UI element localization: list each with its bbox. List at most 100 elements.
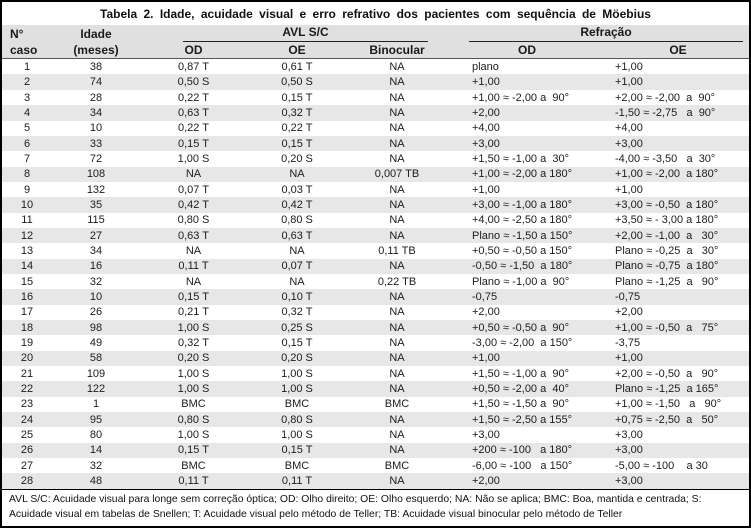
header-idade-line1: Idade xyxy=(52,25,140,42)
cell-idade: 108 xyxy=(52,166,140,182)
cell-caso: 19 xyxy=(20,337,34,349)
cell-caso: 5 xyxy=(23,122,31,135)
cell-idade: 32 xyxy=(89,459,103,472)
cell-caso: 3 xyxy=(23,91,31,104)
cell-avl_od: 0,42 T xyxy=(140,197,247,213)
cell-caso: 22 xyxy=(2,381,52,397)
table-header: N° Idade AVL S/C Refração caso (meses) O… xyxy=(2,25,749,59)
cell-avl_oe: 0,61 T xyxy=(281,60,313,73)
cell-caso: 10 xyxy=(2,197,52,213)
cell-refr_oe: Plano ≈ -0,25 a 30° xyxy=(615,244,719,257)
cell-caso: 23 xyxy=(20,398,34,411)
cell-refr_oe: +1,00 ≈ -1,50 a 90° xyxy=(615,398,722,411)
cell-binocular: NA xyxy=(389,183,405,196)
cell-avl_od: 0,11 T xyxy=(140,473,247,489)
table-row: 22 122 1,00 S 1,00 S NA +0,50 ≈ -2,00 a 40° Pl… xyxy=(2,381,749,397)
cell-binocular: NA xyxy=(347,473,447,489)
cell-binocular: NA xyxy=(389,337,405,349)
table-row: 1 38 0,87 T 0,61 T NA plano +1,00 xyxy=(2,59,749,75)
cell-avl_oe: 0,11 T xyxy=(247,473,347,489)
cell-binocular: NA xyxy=(347,227,447,244)
cell-idade: 32 xyxy=(89,275,103,288)
cell-idade: 34 xyxy=(89,244,103,257)
cell-idade: 33 xyxy=(52,135,140,152)
table-row: 21 109 1,00 S 1,00 S NA +1,50 ≈ -1,00 a 90° +2… xyxy=(2,366,749,381)
cell-avl_od: 0,20 S xyxy=(140,350,247,367)
cell-refr_oe: +1,00 xyxy=(615,183,643,196)
cell-refr_od: -3,00 ≈ -2,00 a 150° xyxy=(472,337,573,349)
cell-refr_oe: -4,00 ≈ -3,50 a 30° xyxy=(615,152,716,165)
cell-avl_od: 0,63 T xyxy=(140,227,247,244)
cell-caso: 7 xyxy=(23,152,31,165)
cell-idade: 48 xyxy=(52,473,140,489)
cell-refr_oe: Plano ≈ -1,25 a 90° xyxy=(615,275,719,288)
cell-refr_od: -0,75 xyxy=(447,289,607,305)
cell-avl_oe: NA xyxy=(289,244,305,257)
cell-idade: 26 xyxy=(89,306,103,319)
cell-refr_od: plano xyxy=(472,60,499,73)
cell-avl_oe: NA xyxy=(247,166,347,182)
cell-refr_oe: -5,00 ≈ -100 a 30 xyxy=(615,459,708,472)
table-row: 12 27 0,63 T 0,63 T NA Plano ≈ -1,50 a 150° +2… xyxy=(2,227,749,244)
table-row: 3 28 0,22 T 0,15 T NA +1,00 ≈ -2,00 a 90° +2,0… xyxy=(2,90,749,105)
cell-idade: 80 xyxy=(89,429,103,442)
cell-idade: 95 xyxy=(52,412,140,428)
table-row: 6 33 0,15 T 0,15 T NA +3,00 +3,00 xyxy=(2,135,749,152)
cell-refr_od: +3,00 xyxy=(447,135,607,152)
cell-binocular: 0,11 TB xyxy=(378,244,416,257)
cell-caso: 12 xyxy=(2,227,52,244)
table-row: 27 32 BMC BMC BMC -6,00 ≈ -100 a 150° -5,00 ≈ … xyxy=(2,458,749,473)
cell-avl_od: NA xyxy=(185,275,202,288)
cell-caso: 16 xyxy=(2,289,52,305)
cell-refr_oe: Plano ≈ -0,75 a 180° xyxy=(607,258,749,274)
cell-avl_oe: 0,07 T xyxy=(247,258,347,274)
table-row: 5 10 0,22 T 0,22 T NA +4,00 +4,00 xyxy=(2,121,749,136)
table-row: 15 32 NA NA 0,22 TB Plano ≈ -1,00 a 90° Plano … xyxy=(2,274,749,289)
cell-avl_od: 0,21 T xyxy=(178,306,209,319)
cell-idade: 98 xyxy=(52,319,140,336)
cell-avl_oe: 0,63 T xyxy=(247,227,347,244)
cell-caso: 17 xyxy=(20,306,34,319)
cell-refr_od: +1,00 ≈ -2,00 a 90° xyxy=(472,91,569,104)
header-avl-oe: OE xyxy=(247,42,347,59)
cell-caso: 28 xyxy=(2,473,52,489)
cell-binocular: 0,007 TB xyxy=(347,166,447,182)
cell-idade: 16 xyxy=(52,258,140,274)
header-refr-od: OD xyxy=(447,42,607,59)
cell-refr_od: +1,50 ≈ -2,50 a 155° xyxy=(447,412,607,428)
header-group-refracao: Refração xyxy=(447,25,749,42)
cell-idade: 1 xyxy=(92,398,100,411)
cell-avl_oe: BMC xyxy=(284,398,310,411)
cell-binocular: NA xyxy=(347,74,447,90)
cell-refr_od: +0,50 ≈ -0,50 a 90° xyxy=(447,319,607,336)
cell-caso: 18 xyxy=(2,319,52,336)
cell-avl_oe: 0,25 S xyxy=(247,319,347,336)
header-group-avl: AVL S/C xyxy=(140,25,447,42)
cell-refr_od: +2,00 xyxy=(447,473,607,489)
cell-refr_oe: +1,00 xyxy=(607,350,749,367)
cell-idade: 27 xyxy=(52,227,140,244)
table-row: 2 74 0,50 S 0,50 S NA +1,00 +1,00 xyxy=(2,74,749,90)
cell-refr_od: +4,00 xyxy=(472,122,500,135)
cell-refr_oe: +3,00 xyxy=(607,473,749,489)
cell-binocular: NA xyxy=(347,350,447,367)
cell-refr_od: +0,50 ≈ -0,50 a 150° xyxy=(472,244,573,257)
cell-caso: 9 xyxy=(23,183,31,196)
cell-refr_od: +0,50 ≈ -2,00 a 40° xyxy=(447,381,607,397)
cell-binocular: NA xyxy=(389,306,405,319)
cell-refr_oe: +3,00 ≈ -0,50 a 180° xyxy=(607,197,749,213)
cell-refr_oe: +4,00 xyxy=(615,122,643,135)
cell-caso: 27 xyxy=(20,459,34,472)
cell-refr_oe: +0,75 ≈ -2,50 a 50° xyxy=(607,412,749,428)
cell-avl_oe: 0,80 S xyxy=(281,214,313,227)
cell-caso: 15 xyxy=(20,275,34,288)
cell-avl_oe: 1,00 S xyxy=(281,429,313,442)
cell-avl_od: BMC xyxy=(181,398,206,411)
cell-binocular: NA xyxy=(347,442,447,459)
table-row: 4 34 0,63 T 0,32 T NA +2,00 -1,50 ≈ -2,75 a 90… xyxy=(2,105,749,121)
cell-avl_od: 0,11 T xyxy=(140,258,247,274)
cell-caso: 21 xyxy=(20,367,34,380)
cell-refr_oe: +3,00 xyxy=(607,442,749,459)
cell-avl_oe: NA xyxy=(289,275,305,288)
